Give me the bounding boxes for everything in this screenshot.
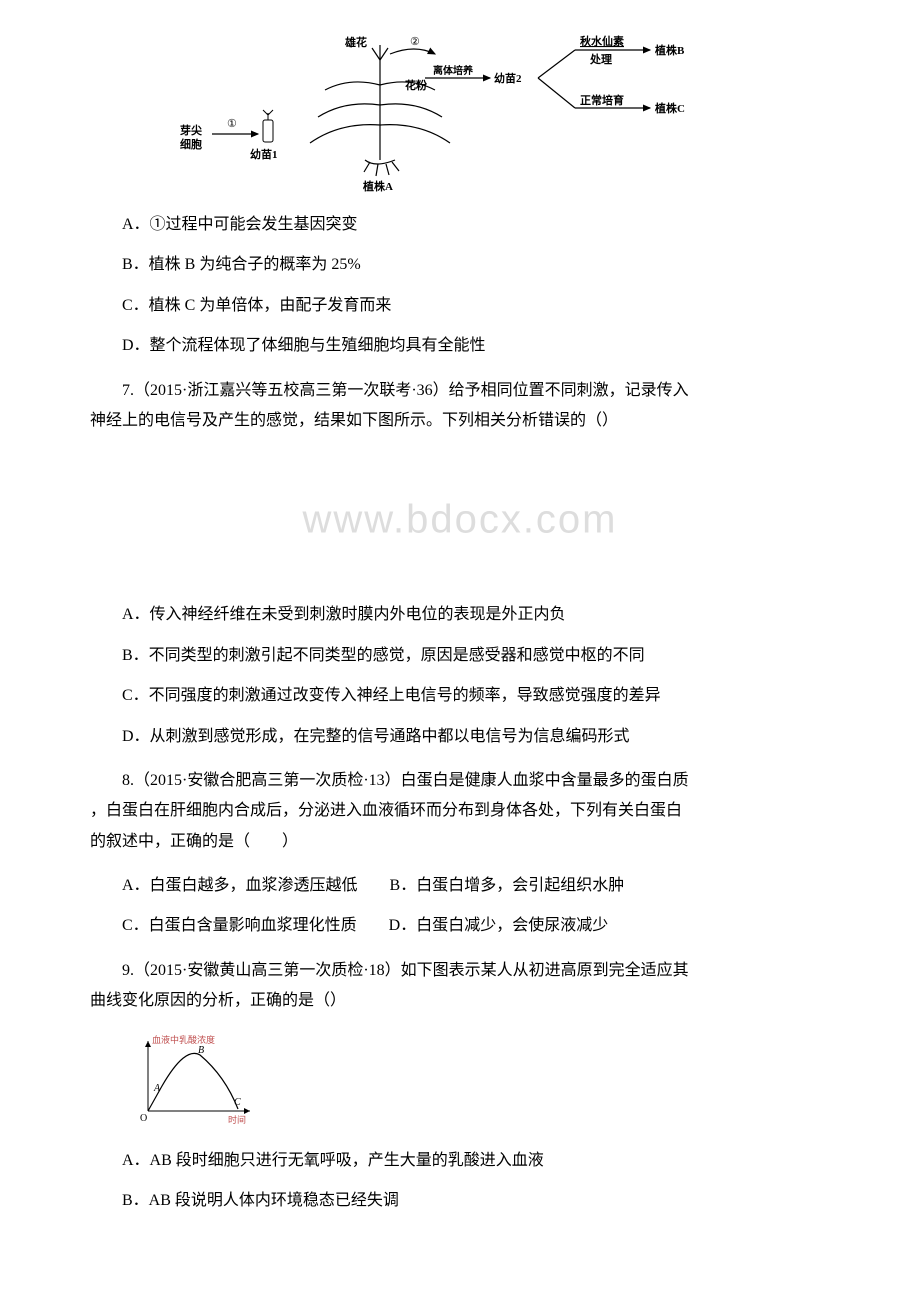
q9-chart: 血液中乳酸浓度 时间 O A B C — [130, 1031, 830, 1136]
q7-optB: B．不同类型的刺激引起不同类型的感觉，原因是感受器和感觉中枢的不同 — [90, 641, 830, 671]
label-zhizhuA: 植株A — [362, 179, 393, 193]
q9-optB: B．AB 段说明人体内环境稳态已经失调 — [90, 1186, 830, 1216]
q7-figure-area: www.bdocx.com — [90, 450, 830, 590]
q6-diagram: 雄花 ② 花粉 离体培养 幼苗2 秋水仙素 处理 植株B 正常培育 植株C ① … — [90, 30, 830, 200]
q6-optC: C．植株 C 为单倍体，由配子发育而来 — [90, 291, 830, 321]
q8-stem-l2: ，白蛋白在肝细胞内合成后，分泌进入血液循环而分布到身体各处，下列有关白蛋白 — [90, 796, 830, 826]
q7-stem-l1: 7.（2015·浙江嘉兴等五校高三第一次联考·36）给予相同位置不同刺激，记录传… — [90, 376, 830, 406]
chart-A: A — [153, 1083, 161, 1094]
chart-B: B — [198, 1045, 204, 1056]
label-xibao: 细胞 — [180, 137, 202, 151]
q9-stem-l1: 9.（2015·安徽黄山高三第一次质检·18）如下图表示某人从初进高原到完全适应… — [90, 956, 830, 986]
label-chuli: 处理 — [589, 52, 612, 66]
q7-optC: C．不同强度的刺激通过改变传入神经上电信号的频率，导致感觉强度的差异 — [90, 681, 830, 711]
watermark-text: www.bdocx.com — [303, 498, 618, 543]
label-liti: 离体培养 — [433, 64, 474, 77]
q7-optA: A．传入神经纤维在未受到刺激时膜内外电位的表现是外正内负 — [90, 600, 830, 630]
label-huafen: 花粉 — [405, 78, 427, 92]
q8-stem-l1: 8.（2015·安徽合肥高三第一次质检·13）白蛋白是健康人血浆中含量最多的蛋白… — [90, 766, 830, 796]
q7-optD: D．从刺激到感觉形成，在完整的信号通路中都以电信号为信息编码形式 — [90, 722, 830, 752]
chart-xlabel: 时间 — [228, 1114, 246, 1125]
q6-optD: D．整个流程体现了体细胞与生殖细胞均具有全能性 — [90, 331, 830, 361]
page-content: 雄花 ② 花粉 离体培养 幼苗2 秋水仙素 处理 植株B 正常培育 植株C ① … — [0, 30, 920, 1216]
label-qiushui: 秋水仙素 — [580, 34, 624, 48]
q9-optA: A．AB 段时细胞只进行无氧呼吸，产生大量的乳酸进入血液 — [90, 1146, 830, 1176]
chart-C: C — [234, 1097, 241, 1108]
q6-optB: B．植株 B 为纯合子的概率为 25% — [90, 250, 830, 280]
q8-optCD: C．白蛋白含量影响血浆理化性质 D．白蛋白减少，会使尿液减少 — [90, 911, 830, 941]
label-youmiao2: 幼苗2 — [494, 71, 522, 85]
q6-optA: A．①过程中可能会发生基因突变 — [90, 210, 830, 240]
chart-ylabel: 血液中乳酸浓度 — [152, 1034, 215, 1045]
q8-optAB: A．白蛋白越多，血浆渗透压越低 B．白蛋白增多，会引起组织水肿 — [90, 871, 830, 901]
q6-diagram-svg: 雄花 ② 花粉 离体培养 幼苗2 秋水仙素 处理 植株B 正常培育 植株C ① … — [180, 30, 740, 200]
label-zhizhuC: 植株C — [654, 101, 685, 115]
chart-O: O — [140, 1113, 147, 1124]
label-youmiao1: 幼苗1 — [250, 147, 278, 161]
q7-stem-l2: 神经上的电信号及产生的感觉，结果如下图所示。下列相关分析错误的（） — [90, 406, 830, 436]
q9-stem-l2: 曲线变化原因的分析，正确的是（） — [90, 986, 830, 1016]
q8-stem-l3: 的叙述中，正确的是（ ） — [90, 827, 830, 857]
label-zhengchang: 正常培育 — [580, 93, 624, 107]
label-circle1: ① — [227, 118, 237, 130]
label-circle2: ② — [410, 36, 420, 48]
label-xionghua: 雄花 — [344, 35, 367, 49]
label-zhizhuB: 植株B — [654, 43, 685, 57]
label-yajian: 芽尖 — [180, 123, 202, 137]
q9-chart-svg: 血液中乳酸浓度 时间 O A B C — [130, 1031, 270, 1131]
